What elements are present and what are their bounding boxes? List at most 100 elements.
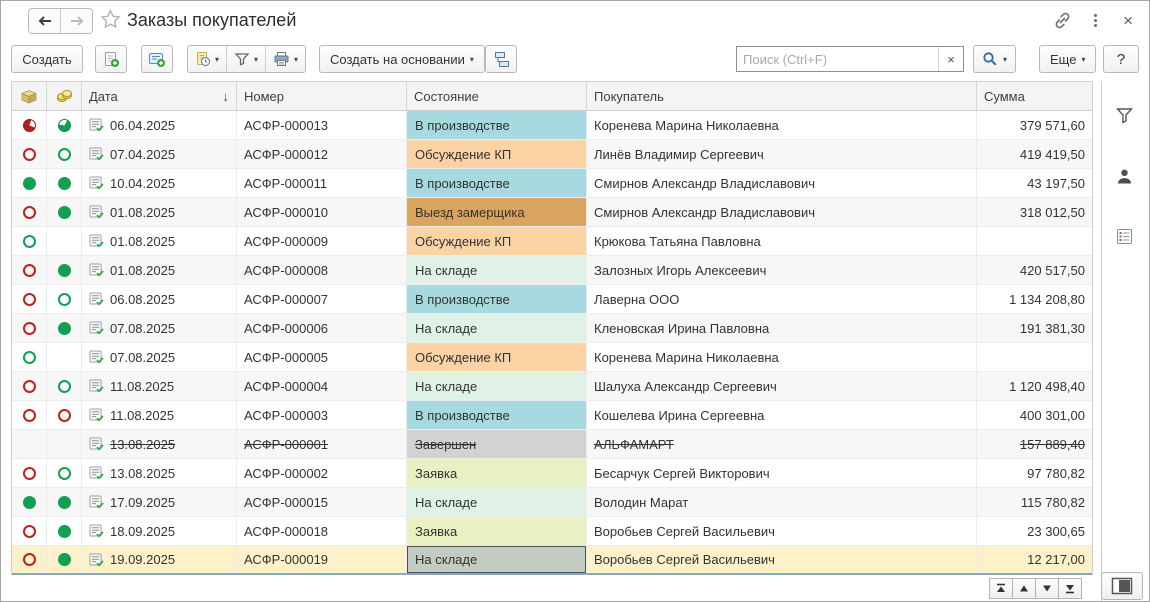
- order-row[interactable]: 11.08.2025 АСФР-000004 На складе Шалуха Але…: [12, 372, 1092, 401]
- forward-button[interactable]: [60, 9, 92, 33]
- status-list-icon[interactable]: [1111, 223, 1137, 249]
- order-row[interactable]: 07.04.2025 АСФР-000012 Обсуждение КП Линёв …: [12, 140, 1092, 169]
- payment-status-cell: [47, 488, 82, 516]
- search-input[interactable]: [737, 51, 938, 67]
- document-posted-icon: [89, 321, 104, 335]
- order-row[interactable]: 19.09.2025 АСФР-000019 На складе Воробьев С…: [12, 546, 1092, 575]
- state-cell: Заявка: [407, 517, 587, 545]
- shipment-status-icon: [22, 466, 36, 480]
- filter-funnel-icon[interactable]: [1111, 103, 1137, 129]
- payment-status-cell: [47, 401, 82, 429]
- sum-cell: 400 301,00: [1019, 407, 1085, 423]
- document-posted-icon: [89, 263, 104, 277]
- postponed-documents-button[interactable]: ▾: [188, 46, 226, 72]
- payment-status-cell: [47, 459, 82, 487]
- sum-cell: 191 381,30: [1019, 320, 1085, 336]
- document-posted-icon: [89, 176, 104, 190]
- payment-status-icon: [57, 379, 71, 393]
- order-row[interactable]: 18.09.2025 АСФР-000018 Заявка Воробьев Серг…: [12, 517, 1092, 546]
- list-tools-group: ▾ ▾ ▾: [187, 45, 307, 73]
- payment-status-cell: [47, 198, 82, 226]
- header-sum[interactable]: Сумма: [984, 88, 1025, 104]
- back-button[interactable]: [29, 9, 60, 33]
- number-cell: АСФР-000012: [237, 140, 407, 168]
- number-cell: АСФР-000002: [237, 459, 407, 487]
- new-report-button[interactable]: [141, 45, 173, 73]
- sum-cell: 1 134 208,80: [1009, 291, 1085, 307]
- kebab-menu-icon[interactable]: [1090, 12, 1101, 29]
- shipment-status-cell: [12, 256, 47, 284]
- order-row[interactable]: 07.08.2025 АСФР-000005 Обсуждение КП Корене…: [12, 343, 1092, 372]
- filter-funnel-icon: [234, 52, 250, 66]
- related-documents-button[interactable]: [485, 45, 517, 73]
- header-shipment[interactable]: [12, 82, 47, 110]
- shipment-status-icon: [22, 292, 36, 306]
- order-row[interactable]: 17.09.2025 АСФР-000015 На складе Володин Ма…: [12, 488, 1092, 517]
- shipment-status-cell: [12, 227, 47, 255]
- get-link-icon[interactable]: [1053, 11, 1072, 30]
- order-row[interactable]: 13.08.2025 АСФР-000001 Завершен АЛЬФАМАРТ 15…: [12, 430, 1092, 459]
- sort-descending-icon: ↓: [222, 88, 230, 104]
- date-cell: 13.08.2025: [82, 459, 237, 487]
- print-button[interactable]: ▾: [265, 46, 305, 72]
- search-menu-button[interactable]: ▾: [973, 45, 1017, 73]
- search-clear-icon[interactable]: ×: [938, 47, 963, 71]
- document-posted-icon: [89, 118, 104, 132]
- order-row[interactable]: 10.04.2025 АСФР-000011 В производстве Смирн…: [12, 169, 1092, 198]
- order-row[interactable]: 06.04.2025 АСФР-000013 В производстве Корен…: [12, 111, 1092, 140]
- status-badge: На складе: [407, 372, 586, 400]
- number-cell: АСФР-000004: [237, 372, 407, 400]
- order-row[interactable]: 13.08.2025 АСФР-000002 Заявка Бесарчук Серг…: [12, 459, 1092, 488]
- state-cell: На складе: [407, 314, 587, 342]
- back-arrow-icon: [38, 16, 51, 26]
- payment-status-icon: [57, 524, 71, 538]
- payment-status-icon: [57, 205, 71, 219]
- status-badge: На складе: [407, 546, 586, 573]
- payment-status-icon: [57, 176, 71, 190]
- go-to-top-button[interactable]: [989, 578, 1013, 599]
- responsible-person-icon[interactable]: [1111, 163, 1137, 189]
- go-up-button[interactable]: [1012, 578, 1036, 599]
- date-cell: 11.08.2025: [82, 401, 237, 429]
- payment-status-cell: [47, 430, 82, 458]
- date-cell: 01.08.2025: [82, 198, 237, 226]
- shipment-status-icon: [22, 379, 36, 393]
- document-posted-icon: [89, 408, 104, 422]
- payment-status-cell: [47, 227, 82, 255]
- payment-status-cell: [47, 256, 82, 284]
- status-badge: Обсуждение КП: [407, 227, 586, 255]
- status-badge: На складе: [407, 314, 586, 342]
- help-button[interactable]: ?: [1103, 45, 1139, 73]
- create-button[interactable]: Создать: [11, 45, 83, 73]
- copy-document-button[interactable]: [95, 45, 127, 73]
- favorite-star-icon[interactable]: [100, 9, 121, 32]
- go-to-bottom-button[interactable]: [1058, 578, 1082, 599]
- document-posted-icon: [89, 553, 104, 566]
- order-row[interactable]: 01.08.2025 АСФР-000009 Обсуждение КП Крюков…: [12, 227, 1092, 256]
- payment-status-cell: [47, 314, 82, 342]
- go-down-button[interactable]: [1035, 578, 1059, 599]
- payment-status-cell: [47, 285, 82, 313]
- header-date[interactable]: Дата ↓: [82, 82, 237, 110]
- shipment-status-cell: [12, 430, 47, 458]
- shipment-status-icon: [22, 350, 36, 364]
- order-row[interactable]: 11.08.2025 АСФР-000003 В производстве Кошел…: [12, 401, 1092, 430]
- header-state[interactable]: Состояние: [407, 82, 587, 110]
- order-row[interactable]: 07.08.2025 АСФР-000006 На складе Кленовская…: [12, 314, 1092, 343]
- order-row[interactable]: 01.08.2025 АСФР-000008 На складе Залозных И…: [12, 256, 1092, 285]
- header-payment[interactable]: [47, 82, 82, 110]
- buyer-cell: Смирнов Александр Владиславович: [587, 198, 977, 226]
- order-row[interactable]: 06.08.2025 АСФР-000007 В производстве Лавер…: [12, 285, 1092, 314]
- forward-arrow-icon: [70, 16, 83, 26]
- header-buyer[interactable]: Покупатель: [587, 82, 977, 110]
- header-number[interactable]: Номер: [237, 82, 407, 110]
- status-badge: Завершен: [407, 430, 586, 458]
- order-row[interactable]: 01.08.2025 АСФР-000010 Выезд замерщика Смир…: [12, 198, 1092, 227]
- sum-cell: 379 571,60: [1019, 117, 1085, 133]
- create-based-on-button[interactable]: Создать на основании ▾: [319, 45, 485, 73]
- side-panel-toggle-button[interactable]: [1101, 572, 1143, 600]
- buyer-cell: Шалуха Александр Сергеевич: [587, 372, 977, 400]
- filter-settings-button[interactable]: ▾: [226, 46, 265, 72]
- more-button[interactable]: Еще ▾: [1039, 45, 1097, 73]
- close-icon[interactable]: ×: [1123, 10, 1133, 30]
